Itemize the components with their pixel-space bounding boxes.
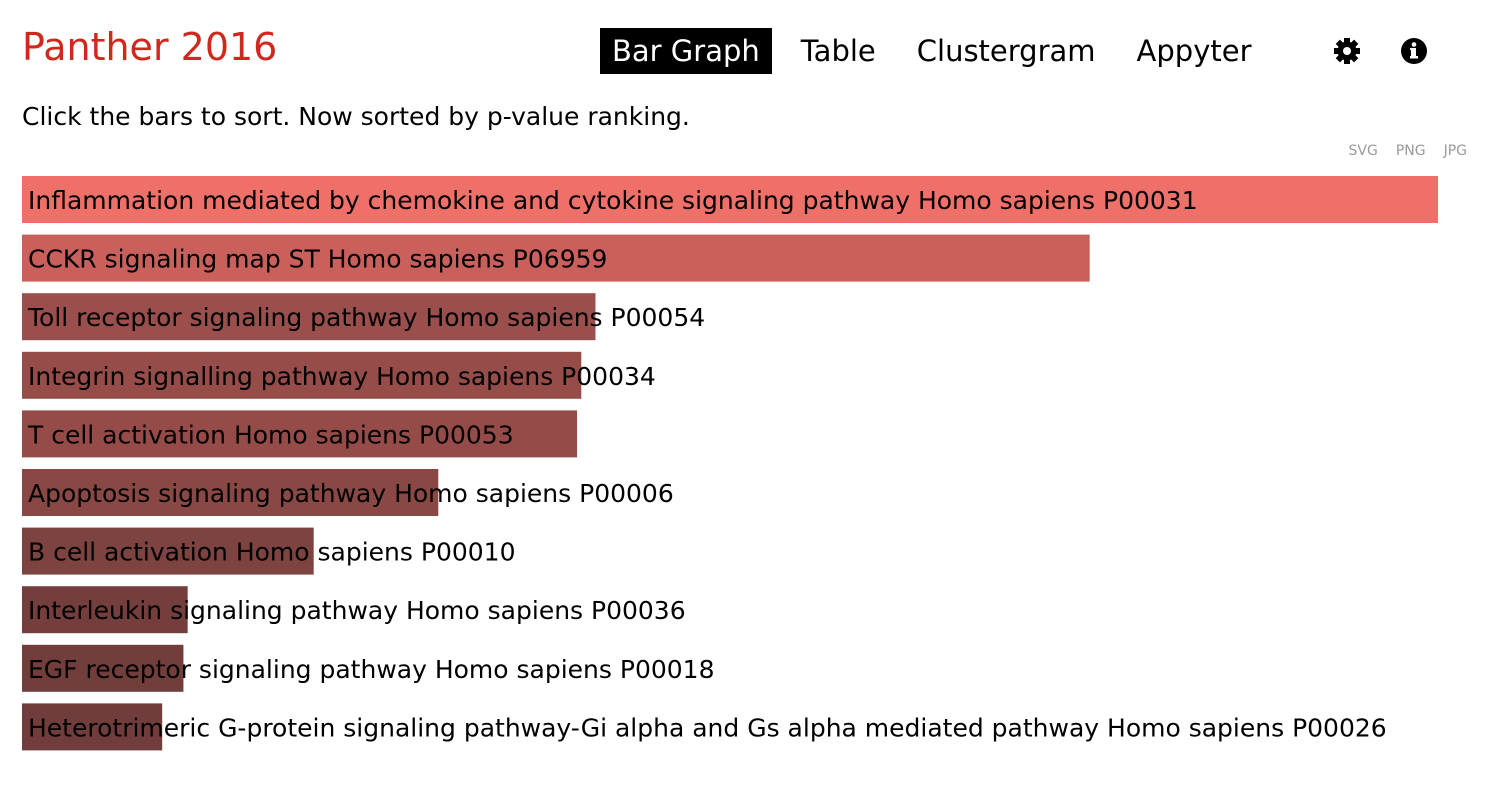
- tab-table[interactable]: Table: [800, 34, 876, 68]
- bar[interactable]: [22, 469, 439, 516]
- bar-chart: Inflammation mediated by chemokine and c…: [22, 176, 1438, 751]
- view-nav: Bar Graph Table Clustergram Appyter: [600, 28, 1281, 74]
- bar-group[interactable]: Heterotrimeric G-protein signaling pathw…: [22, 703, 1387, 751]
- bar-label: Toll receptor signaling pathway Homo sap…: [27, 303, 705, 332]
- bar-label: Interleukin signaling pathway Homo sapie…: [28, 596, 686, 625]
- bar-group[interactable]: Integrin signalling pathway Homo sapiens…: [22, 351, 656, 399]
- gear-icon[interactable]: [1332, 28, 1362, 74]
- sort-instructions: Click the bars to sort. Now sorted by p-…: [22, 100, 690, 134]
- bar-label: Apoptosis signaling pathway Homo sapiens…: [28, 479, 674, 508]
- info-icon[interactable]: [1399, 28, 1429, 74]
- bar[interactable]: [22, 351, 582, 399]
- bar-group[interactable]: Apoptosis signaling pathway Homo sapiens…: [22, 469, 674, 516]
- export-links: SVG PNG JPG: [1349, 143, 1468, 159]
- bar-label: EGF receptor signaling pathway Homo sapi…: [28, 655, 714, 684]
- bar[interactable]: [22, 703, 163, 751]
- bar-group[interactable]: CCKR signaling map ST Homo sapiens P0695…: [22, 234, 1090, 282]
- export-jpg-link[interactable]: JPG: [1443, 143, 1467, 159]
- bar-group[interactable]: Toll receptor signaling pathway Homo sap…: [22, 293, 705, 341]
- bar[interactable]: [22, 293, 596, 341]
- bar[interactable]: [22, 644, 184, 692]
- page-title: Panther 2016: [22, 25, 278, 69]
- export-svg-link[interactable]: SVG: [1348, 143, 1378, 159]
- bar[interactable]: [22, 586, 188, 634]
- export-png-link[interactable]: PNG: [1395, 143, 1426, 159]
- bar-group[interactable]: EGF receptor signaling pathway Homo sapi…: [22, 644, 714, 692]
- sort-mode: p-value ranking: [486, 102, 682, 131]
- bar-group[interactable]: Inflammation mediated by chemokine and c…: [22, 176, 1438, 223]
- bar-label: B cell activation Homo sapiens P00010: [28, 538, 515, 567]
- bar-label: CCKR signaling map ST Homo sapiens P0695…: [28, 245, 607, 274]
- bar-label: Integrin signalling pathway Homo sapiens…: [28, 362, 656, 391]
- bar-label: Heterotrimeric G-protein signaling pathw…: [28, 713, 1387, 742]
- bar-label: Inflammation mediated by chemokine and c…: [28, 186, 1198, 215]
- tab-clustergram[interactable]: Clustergram: [916, 34, 1096, 68]
- bar[interactable]: [22, 234, 1090, 282]
- sort-instructions-prefix: Click the bars to sort. Now sorted by: [22, 102, 487, 131]
- bar[interactable]: [22, 410, 578, 458]
- bar-group[interactable]: B cell activation Homo sapiens P00010: [22, 527, 515, 575]
- bar[interactable]: [22, 527, 314, 575]
- bar[interactable]: [22, 176, 1438, 223]
- tab-appyter[interactable]: Appyter: [1136, 34, 1252, 68]
- bar-label: T cell activation Homo sapiens P00053: [27, 420, 514, 449]
- tab-bar-graph[interactable]: Bar Graph: [600, 28, 772, 74]
- bar-group[interactable]: T cell activation Homo sapiens P00053: [22, 410, 578, 458]
- bar-group[interactable]: Interleukin signaling pathway Homo sapie…: [22, 586, 686, 634]
- sort-instructions-suffix: .: [681, 102, 690, 131]
